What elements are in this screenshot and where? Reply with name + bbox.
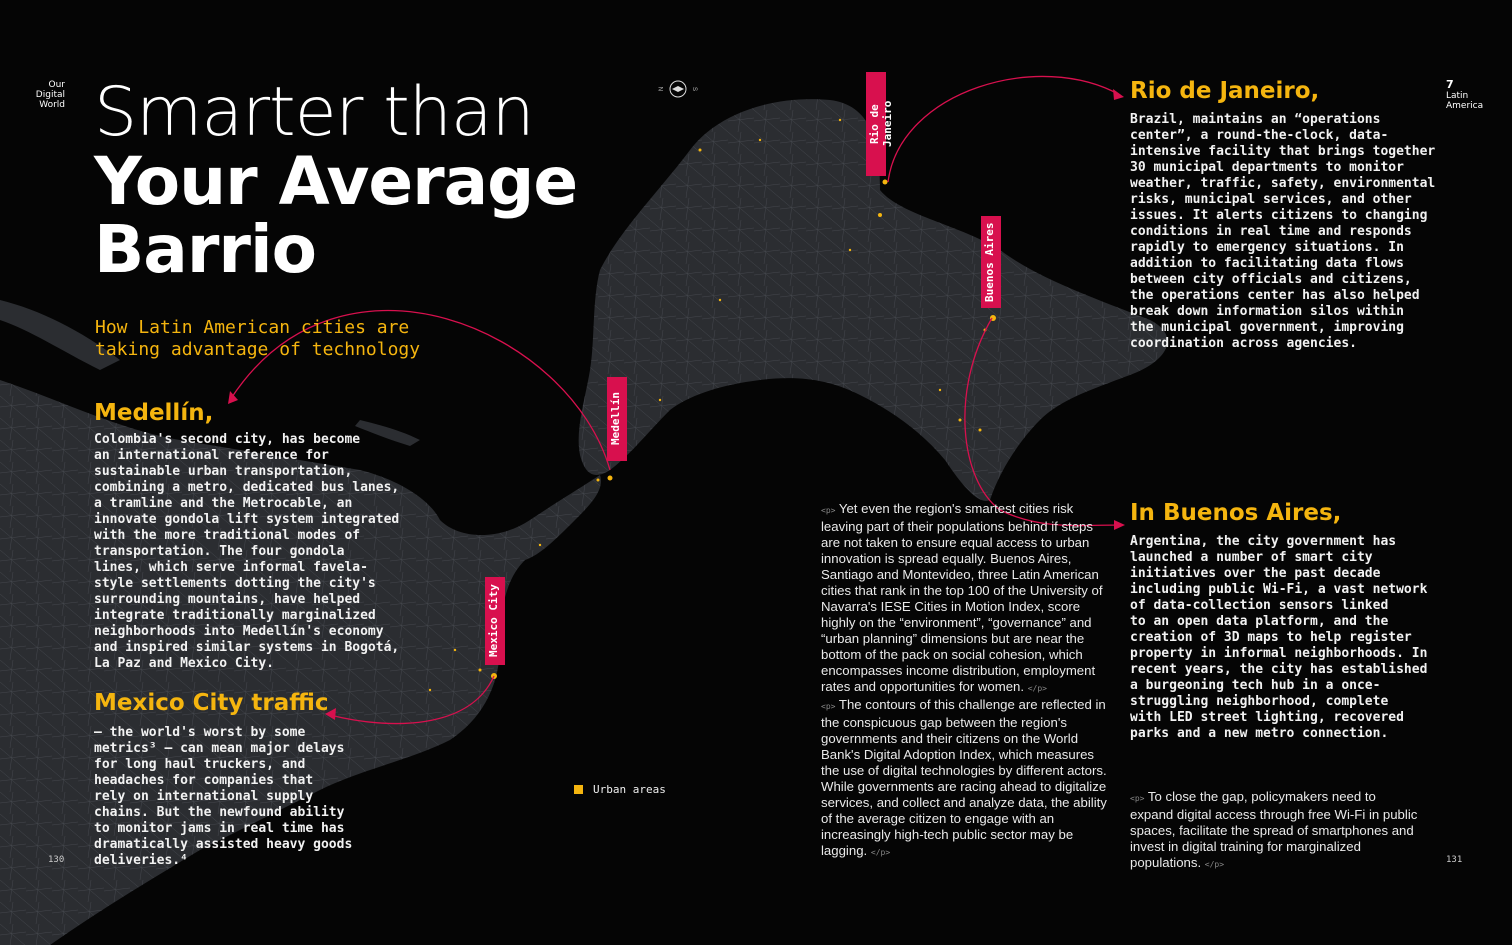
mexico-body: – the world's worst by some metrics³ – c…	[94, 725, 353, 868]
p-open-tag: <p>	[1130, 794, 1145, 803]
paragraph: <p> The contours of this challenge are r…	[821, 697, 1108, 861]
central-america-landmass	[0, 380, 601, 945]
page-number-right: 131	[1446, 855, 1463, 865]
paragraph-text: To close the gap, policymakers need to e…	[1130, 789, 1418, 870]
corner-line: America	[1446, 101, 1484, 111]
rio-body: Brazil, maintains an “operations center”…	[1130, 112, 1436, 351]
paragraph-text: The contours of this challenge are refle…	[821, 697, 1107, 858]
chapter-number: 7	[1446, 78, 1454, 91]
city-tag-rio: Rio de Janeiro	[866, 72, 894, 176]
compass-north-label: N	[659, 86, 666, 92]
page-title: Smarter than Your Average Barrio	[94, 73, 578, 288]
title-line-bold-1: Your Average	[94, 143, 578, 220]
city-tag-buenos-aires: Buenos Aires	[981, 216, 1001, 308]
corner-line: World	[39, 100, 65, 110]
city-tag-medellin: Medellín	[607, 377, 627, 461]
medellin-heading: Medellín,	[94, 400, 214, 426]
subtitle-line: taking advantage of technology	[95, 339, 421, 360]
paragraph: <p> Yet even the region's smartest citie…	[821, 501, 1108, 697]
urban-area-swatch	[574, 785, 583, 794]
closing-text: <p> To close the gap, policymakers need …	[1130, 789, 1420, 873]
p-open-tag: <p>	[821, 702, 836, 711]
corner-line: Latin	[1446, 91, 1469, 101]
caribbean-islands	[0, 300, 420, 446]
mexico-heading: Mexico City traffic	[94, 690, 329, 716]
p-open-tag: <p>	[821, 506, 836, 515]
compass-icon	[669, 80, 687, 98]
p-close-tag: </p>	[1027, 684, 1047, 693]
title-line-light: Smarter than	[94, 73, 535, 152]
city-tag-mexico-city: Mexico City	[485, 577, 505, 665]
corner-line: Our	[48, 80, 66, 90]
middle-text: <p> Yet even the region's smartest citie…	[821, 501, 1108, 861]
subtitle: How Latin American cities are taking adv…	[95, 317, 420, 361]
p-close-tag: </p>	[1204, 860, 1225, 869]
paragraph-text: Yet even the region's smartest cities ri…	[821, 501, 1103, 694]
medellin-body: Colombia's second city, has become an in…	[94, 432, 400, 671]
p-close-tag: </p>	[870, 848, 891, 857]
buenos-body: Argentina, the city government has launc…	[1130, 534, 1428, 741]
corner-line: Digital	[35, 90, 65, 100]
arrowheads	[228, 89, 1125, 720]
rio-heading: Rio de Janeiro,	[1130, 78, 1320, 104]
compass-south-label: S	[691, 86, 698, 92]
title-line-bold-2: Barrio	[94, 211, 317, 288]
south-america-landmass	[578, 99, 1168, 501]
page-number-left: 130	[48, 855, 65, 865]
connector-arcs	[229, 75, 1121, 725]
compass: N S	[659, 79, 698, 99]
section-label-left: Our Digital World	[30, 80, 65, 110]
map-legend: Urban areas	[574, 783, 666, 796]
section-label-right: 7 Latin America	[1446, 78, 1486, 111]
buenos-heading: In Buenos Aires,	[1130, 500, 1342, 526]
legend-label: Urban areas	[593, 783, 666, 796]
subtitle-line: How Latin American cities are	[95, 317, 410, 338]
